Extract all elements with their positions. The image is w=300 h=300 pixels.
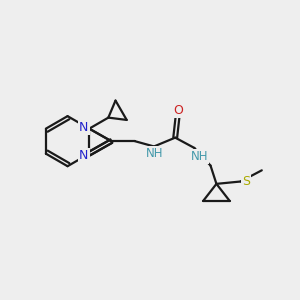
Text: N: N xyxy=(79,121,88,134)
Text: NH: NH xyxy=(146,147,163,160)
Text: NH: NH xyxy=(191,150,208,163)
Text: S: S xyxy=(242,175,250,188)
Text: O: O xyxy=(173,104,183,117)
Text: N: N xyxy=(79,149,88,162)
